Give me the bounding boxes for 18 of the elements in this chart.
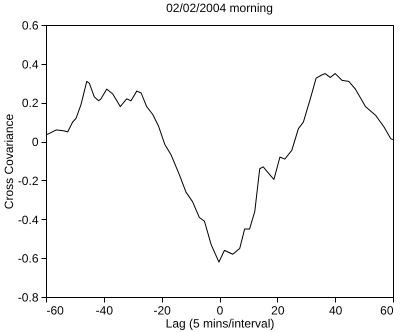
x-tick-label: -40 [96, 304, 114, 318]
y-tick-label: -0.4 [18, 212, 39, 227]
y-tick-label: -0.6 [18, 252, 39, 266]
y-tick-label: -0.2 [18, 174, 39, 188]
x-tick-label: 20 [271, 304, 285, 318]
x-tick-label: -60 [46, 304, 64, 318]
x-tick-label: 40 [328, 304, 343, 318]
y-tick-label: 0.2 [22, 96, 39, 110]
y-tick-label: 0.4 [22, 57, 39, 72]
x-tick-label: -20 [153, 304, 172, 318]
y-tick-label: 0 [32, 135, 39, 150]
y-axis-title: Cross Covariance [2, 113, 16, 210]
chart-title: 02/02/2004 morning [166, 1, 273, 15]
x-tick-label: 0 [216, 304, 224, 318]
y-tick-label: -0.8 [18, 290, 39, 304]
x-tick-label: 60 [380, 304, 394, 318]
y-tick-label: 0.6 [22, 18, 39, 32]
x-axis-title: Lag (5 mins/interval) [166, 316, 274, 330]
